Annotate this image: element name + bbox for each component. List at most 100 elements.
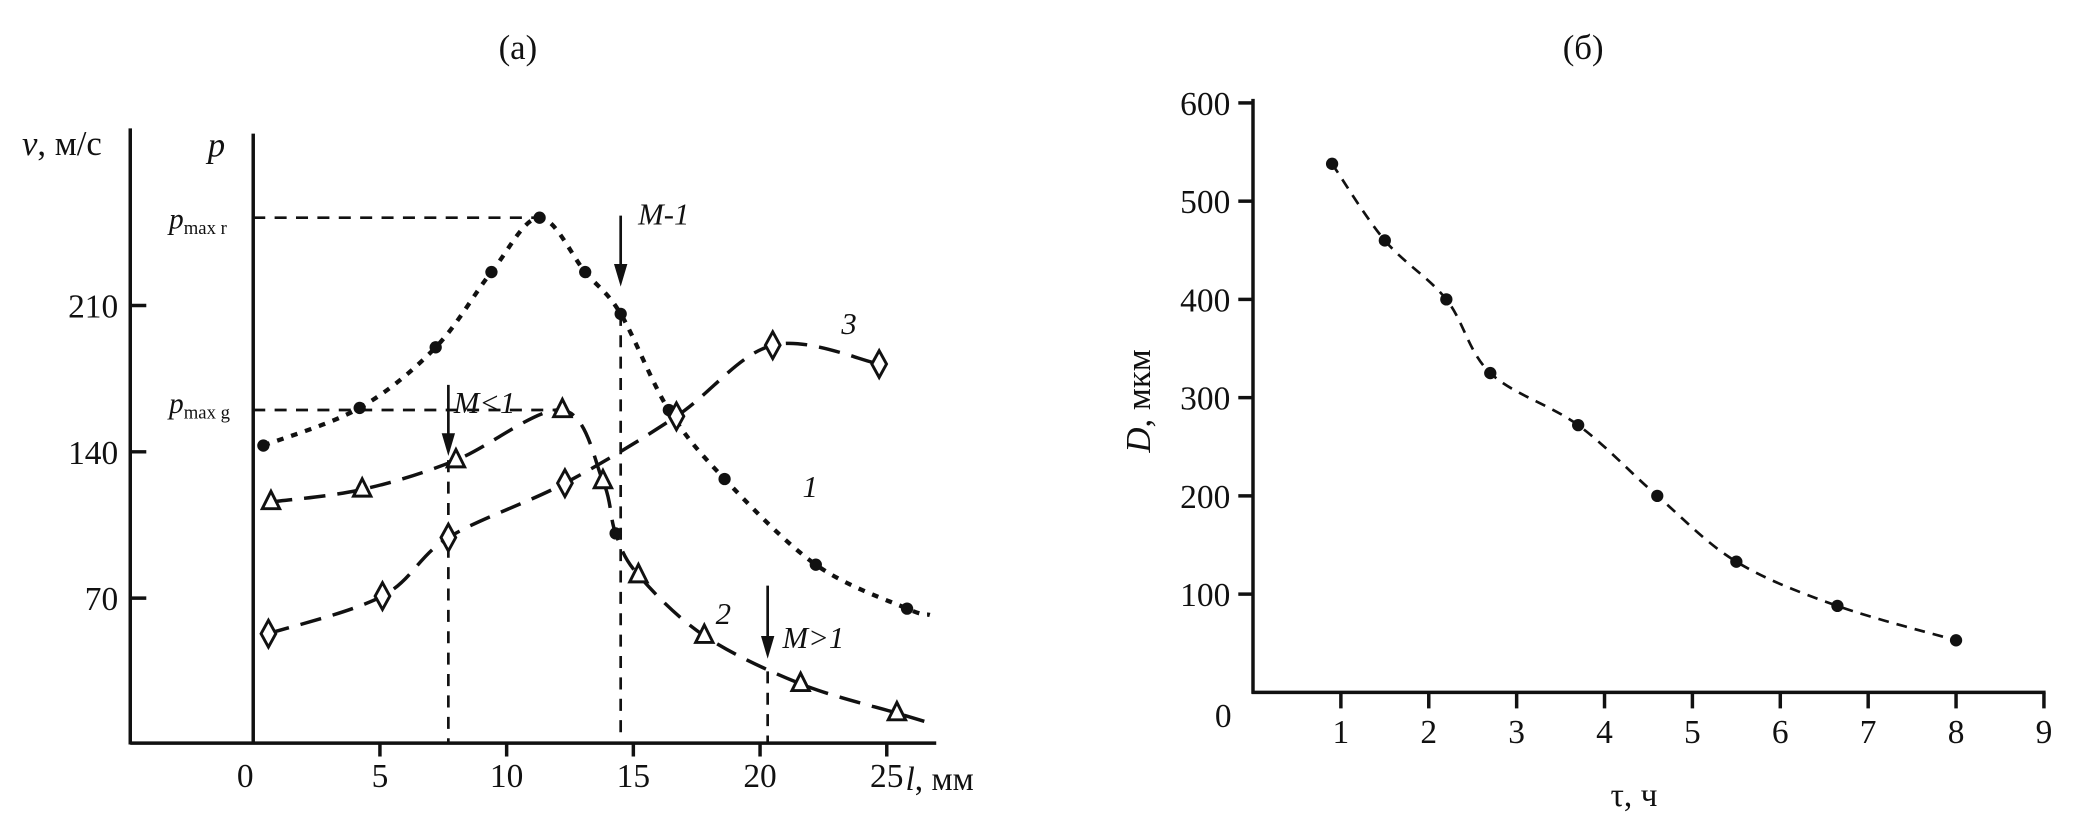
x-tick-label: 7 <box>1860 714 1877 751</box>
x-tick-label: 2 <box>1420 714 1437 751</box>
data-point-diamond <box>763 328 782 362</box>
data-point-dot <box>579 265 592 279</box>
series-1 <box>257 211 931 617</box>
data-point-dot <box>718 472 731 486</box>
data-point-dot <box>900 602 914 615</box>
level-label-pmax-r: pmax r <box>167 204 228 239</box>
x-tick-label: 25 <box>870 758 903 795</box>
series-line <box>1330 163 1957 642</box>
y-tick-label: 210 <box>68 289 118 326</box>
level-label-pmax-g: pmax g <box>167 388 230 423</box>
data-point-triangle <box>789 669 812 693</box>
x-label-var: l <box>905 761 914 798</box>
data-point-dot <box>429 341 442 354</box>
data-point-diamond <box>439 521 458 554</box>
y-tick-label: 200 <box>1180 479 1230 516</box>
chart-b-title: (б) <box>1563 28 1604 67</box>
chart-b: (б) D, мкм τ, ч 0 100 200 300 400 500 600 1 2 3 4 5… <box>1119 28 2052 814</box>
series-2 <box>259 396 926 724</box>
data-point-diamond <box>259 617 278 651</box>
data-point-dot <box>1572 418 1585 432</box>
arrow-head-icon <box>441 433 456 457</box>
data-point-dot <box>1651 489 1664 503</box>
data-point-triangle <box>591 467 615 490</box>
chart-a: (а) v, м/с p l, мм pmax r pmax g M<1 M-1… <box>22 28 974 798</box>
data-point-diamond <box>870 347 889 381</box>
data-point-dot <box>257 439 270 452</box>
marker-label-m-lt-1: M<1 <box>453 386 516 420</box>
marker-label-m-gt-1: M>1 <box>782 621 845 655</box>
x-tick-label: 6 <box>1772 714 1789 751</box>
x-tick-label: 0 <box>237 758 254 795</box>
level-main: p <box>167 204 184 236</box>
x-label-unit: , мм <box>915 761 974 798</box>
data-point-dot <box>1949 634 1963 647</box>
chart-a-title: (а) <box>499 28 538 67</box>
data-point-diamond <box>555 466 574 500</box>
level-sub: max g <box>184 402 230 423</box>
data-point-dot <box>1831 599 1844 613</box>
y-tick-label: 100 <box>1180 577 1230 614</box>
x-tick-label: 20 <box>743 758 776 795</box>
x-tick-label: 9 <box>2036 714 2053 751</box>
x-tick-label: 8 <box>1948 714 1965 751</box>
x-tick-label: 4 <box>1596 714 1613 751</box>
data-point-triangle <box>627 561 650 584</box>
chart-a-y2-label: p <box>205 125 225 164</box>
curve-label-3: 3 <box>840 307 856 341</box>
data-point-dot <box>533 211 546 224</box>
data-point-dot <box>1440 293 1453 306</box>
data-point-dot <box>1484 366 1497 380</box>
y-label-unit: , м/с <box>37 124 101 163</box>
x-tick-label: 3 <box>1508 714 1525 751</box>
y-tick-label: 600 <box>1180 86 1230 123</box>
series-line <box>262 215 931 617</box>
data-point-dot <box>485 265 498 279</box>
data-point-dot <box>614 307 627 321</box>
y-tick-label: 70 <box>85 581 118 618</box>
data-point-triangle <box>351 475 374 498</box>
curve-label-1: 1 <box>803 470 818 504</box>
arrow-head-icon <box>760 636 775 659</box>
x-tick-label: 15 <box>617 758 650 795</box>
data-point-dot <box>353 401 366 415</box>
data-point-triangle <box>551 396 574 419</box>
data-point-dot <box>609 527 622 540</box>
x-tick-label: 1 <box>1333 714 1350 751</box>
y-tick-label: 400 <box>1180 282 1230 319</box>
curve-label-2: 2 <box>716 597 731 631</box>
y-tick-label: 300 <box>1180 381 1230 418</box>
chart-b-x-label: τ, ч <box>1610 777 1657 814</box>
data-point-dot <box>1730 555 1743 568</box>
x-tick-label: 5 <box>1684 714 1701 751</box>
series-3 <box>259 328 889 651</box>
y-tick-label: 0 <box>1215 698 1232 735</box>
series-line <box>270 408 926 724</box>
y-tick-label: 500 <box>1180 184 1230 221</box>
data-point-dot <box>1325 157 1339 170</box>
chart-a-x-label: l, мм <box>905 761 973 798</box>
data-point-dot <box>1378 234 1391 247</box>
level-main: p <box>167 388 184 420</box>
x-tick-label: 5 <box>372 758 389 795</box>
data-point-triangle <box>444 446 468 469</box>
data-point-dot <box>809 558 822 571</box>
data-point-triangle <box>885 699 908 722</box>
y-label-var: v <box>22 124 38 163</box>
level-labels: pmax r pmax g <box>167 204 230 424</box>
data-point-triangle <box>693 621 716 644</box>
data-point-diamond <box>667 399 686 433</box>
x-tick-label: 10 <box>490 758 523 795</box>
arrow-head-icon <box>613 263 628 287</box>
series-D <box>1325 157 1963 647</box>
level-sub: max r <box>184 218 228 239</box>
marker-label-m-1: M-1 <box>637 198 689 232</box>
chart-b-y-label: D, мкм <box>1119 349 1158 453</box>
chart-a-y-label: v, м/с <box>22 124 102 163</box>
data-point-triangle <box>259 488 283 511</box>
y-tick-label: 140 <box>68 435 118 472</box>
y-label-unit: , мкм <box>1119 349 1158 427</box>
y-label-var: D <box>1119 428 1158 454</box>
data-point-diamond <box>373 579 392 613</box>
